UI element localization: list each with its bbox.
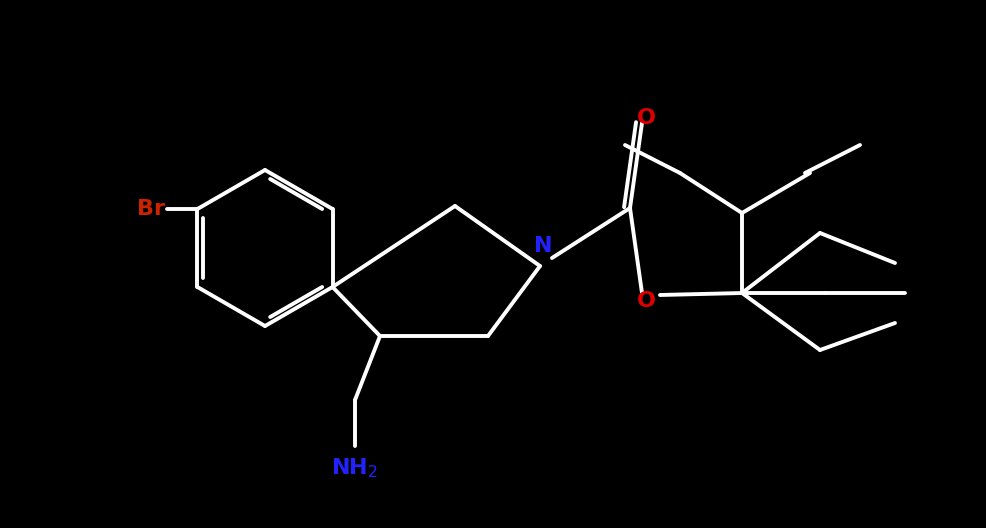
Text: N: N	[533, 236, 552, 256]
Text: O: O	[637, 108, 656, 128]
Text: Br: Br	[137, 199, 166, 219]
Text: NH$_2$: NH$_2$	[331, 456, 379, 480]
Text: O: O	[637, 291, 656, 311]
